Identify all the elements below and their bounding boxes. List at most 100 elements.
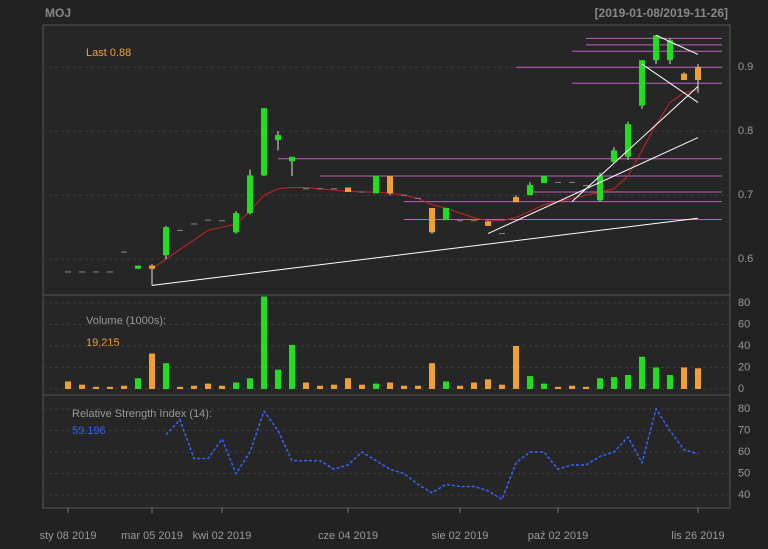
volume-bar [485, 379, 491, 389]
candle-body [275, 135, 281, 141]
candle-body [681, 73, 687, 81]
date-range: [2019-01-08/2019-11-26] [595, 6, 728, 20]
candle-body [611, 150, 617, 162]
volume-bar [569, 385, 575, 389]
candle-body [261, 108, 267, 176]
volume-bar [219, 385, 225, 389]
volume-bar [289, 344, 295, 389]
candle-body [135, 265, 141, 269]
candle-body [429, 207, 435, 233]
volume-bar [205, 383, 211, 389]
x-tick-label: mar 05 2019 [121, 530, 183, 542]
y-tick-label: 80 [738, 297, 750, 309]
volume-bar [499, 384, 505, 389]
volume-bar [261, 296, 267, 389]
candle-body [149, 265, 155, 269]
volume-bar [457, 385, 463, 389]
x-tick-label: paź 02 2019 [528, 530, 589, 542]
volume-bar [443, 381, 449, 389]
y-tick-label: 0.8 [738, 125, 753, 137]
candle-body [485, 221, 491, 226]
volume-bar [429, 363, 435, 389]
volume-bar [373, 383, 379, 389]
trend-line [571, 86, 699, 202]
candle-body [541, 175, 547, 184]
volume-bar [233, 382, 239, 389]
volume-bar [247, 378, 253, 389]
volume-bar [527, 376, 533, 389]
volume-bar [471, 382, 477, 389]
volume-bar [401, 385, 407, 389]
volume-last: 19,215 [86, 337, 120, 349]
volume-bar [387, 382, 393, 389]
volume-bar [121, 385, 127, 389]
y-tick-label: 50 [738, 467, 750, 479]
y-tick-label: 40 [738, 489, 750, 501]
candle-body [163, 227, 169, 256]
x-tick-label: lis 26 2019 [671, 530, 724, 542]
volume-bar [555, 386, 561, 389]
last-label: Last [86, 47, 107, 59]
y-tick-label: 0 [738, 383, 744, 395]
x-tick-label: kwi 02 2019 [193, 530, 252, 542]
rsi-title: Relative Strength Index (14): [72, 408, 212, 420]
y-tick-label: 0.6 [738, 253, 753, 265]
volume-bar [65, 381, 71, 389]
volume-bar [583, 386, 589, 389]
volume-bar [303, 382, 309, 389]
volume-bar [611, 377, 617, 389]
volume-bar [653, 367, 659, 389]
candle-body [443, 207, 449, 221]
y-tick-label: 0.9 [738, 61, 753, 73]
candle-body [667, 40, 673, 61]
trend-line [655, 34, 699, 55]
volume-bar [275, 369, 281, 389]
y-tick-label: 60 [738, 318, 750, 330]
y-tick-label: 70 [738, 424, 750, 436]
volume-bar [541, 383, 547, 389]
volume-bar [415, 385, 421, 389]
volume-bar [639, 356, 645, 389]
volume-bar [79, 384, 85, 389]
candle-body [233, 213, 239, 233]
y-tick-label: 40 [738, 340, 750, 352]
y-tick-label: 20 [738, 361, 750, 373]
candle-body [373, 175, 379, 194]
x-tick-label: sty 08 2019 [40, 530, 97, 542]
volume-bar [681, 367, 687, 389]
candle-body [695, 67, 701, 81]
candle-body [345, 187, 351, 192]
y-tick-label: 80 [738, 403, 750, 415]
volume-title: Volume (1000s): [86, 315, 166, 327]
volume-bar [345, 378, 351, 389]
candle-body [527, 184, 533, 196]
volume-bar [513, 345, 519, 389]
volume-bar [359, 384, 365, 389]
volume-bar [135, 378, 141, 389]
x-tick-label: sie 02 2019 [432, 530, 489, 542]
price-panel [42, 24, 731, 296]
volume-bar [163, 363, 169, 389]
candle-body [387, 175, 393, 194]
trend-line [487, 137, 699, 235]
candle-body [625, 124, 631, 157]
volume-bar [695, 368, 701, 389]
x-tick-label: cze 04 2019 [318, 530, 378, 542]
volume-bar [625, 375, 631, 389]
volume-bar [597, 378, 603, 389]
last-price: Last 0.88 [86, 47, 131, 59]
y-tick-label: 60 [738, 446, 750, 458]
volume-bar [317, 385, 323, 389]
moving-average [151, 89, 699, 270]
volume-bar [149, 353, 155, 389]
candle-body [289, 156, 295, 162]
candle-body [247, 175, 253, 214]
volume-bar [177, 386, 183, 389]
candle-body [653, 35, 659, 61]
rsi-line [165, 407, 699, 501]
candle-body [597, 175, 603, 201]
candle-body [639, 60, 645, 106]
candle-body [513, 197, 519, 203]
chart-title: MOJ [45, 6, 71, 20]
trend-line [641, 63, 699, 103]
